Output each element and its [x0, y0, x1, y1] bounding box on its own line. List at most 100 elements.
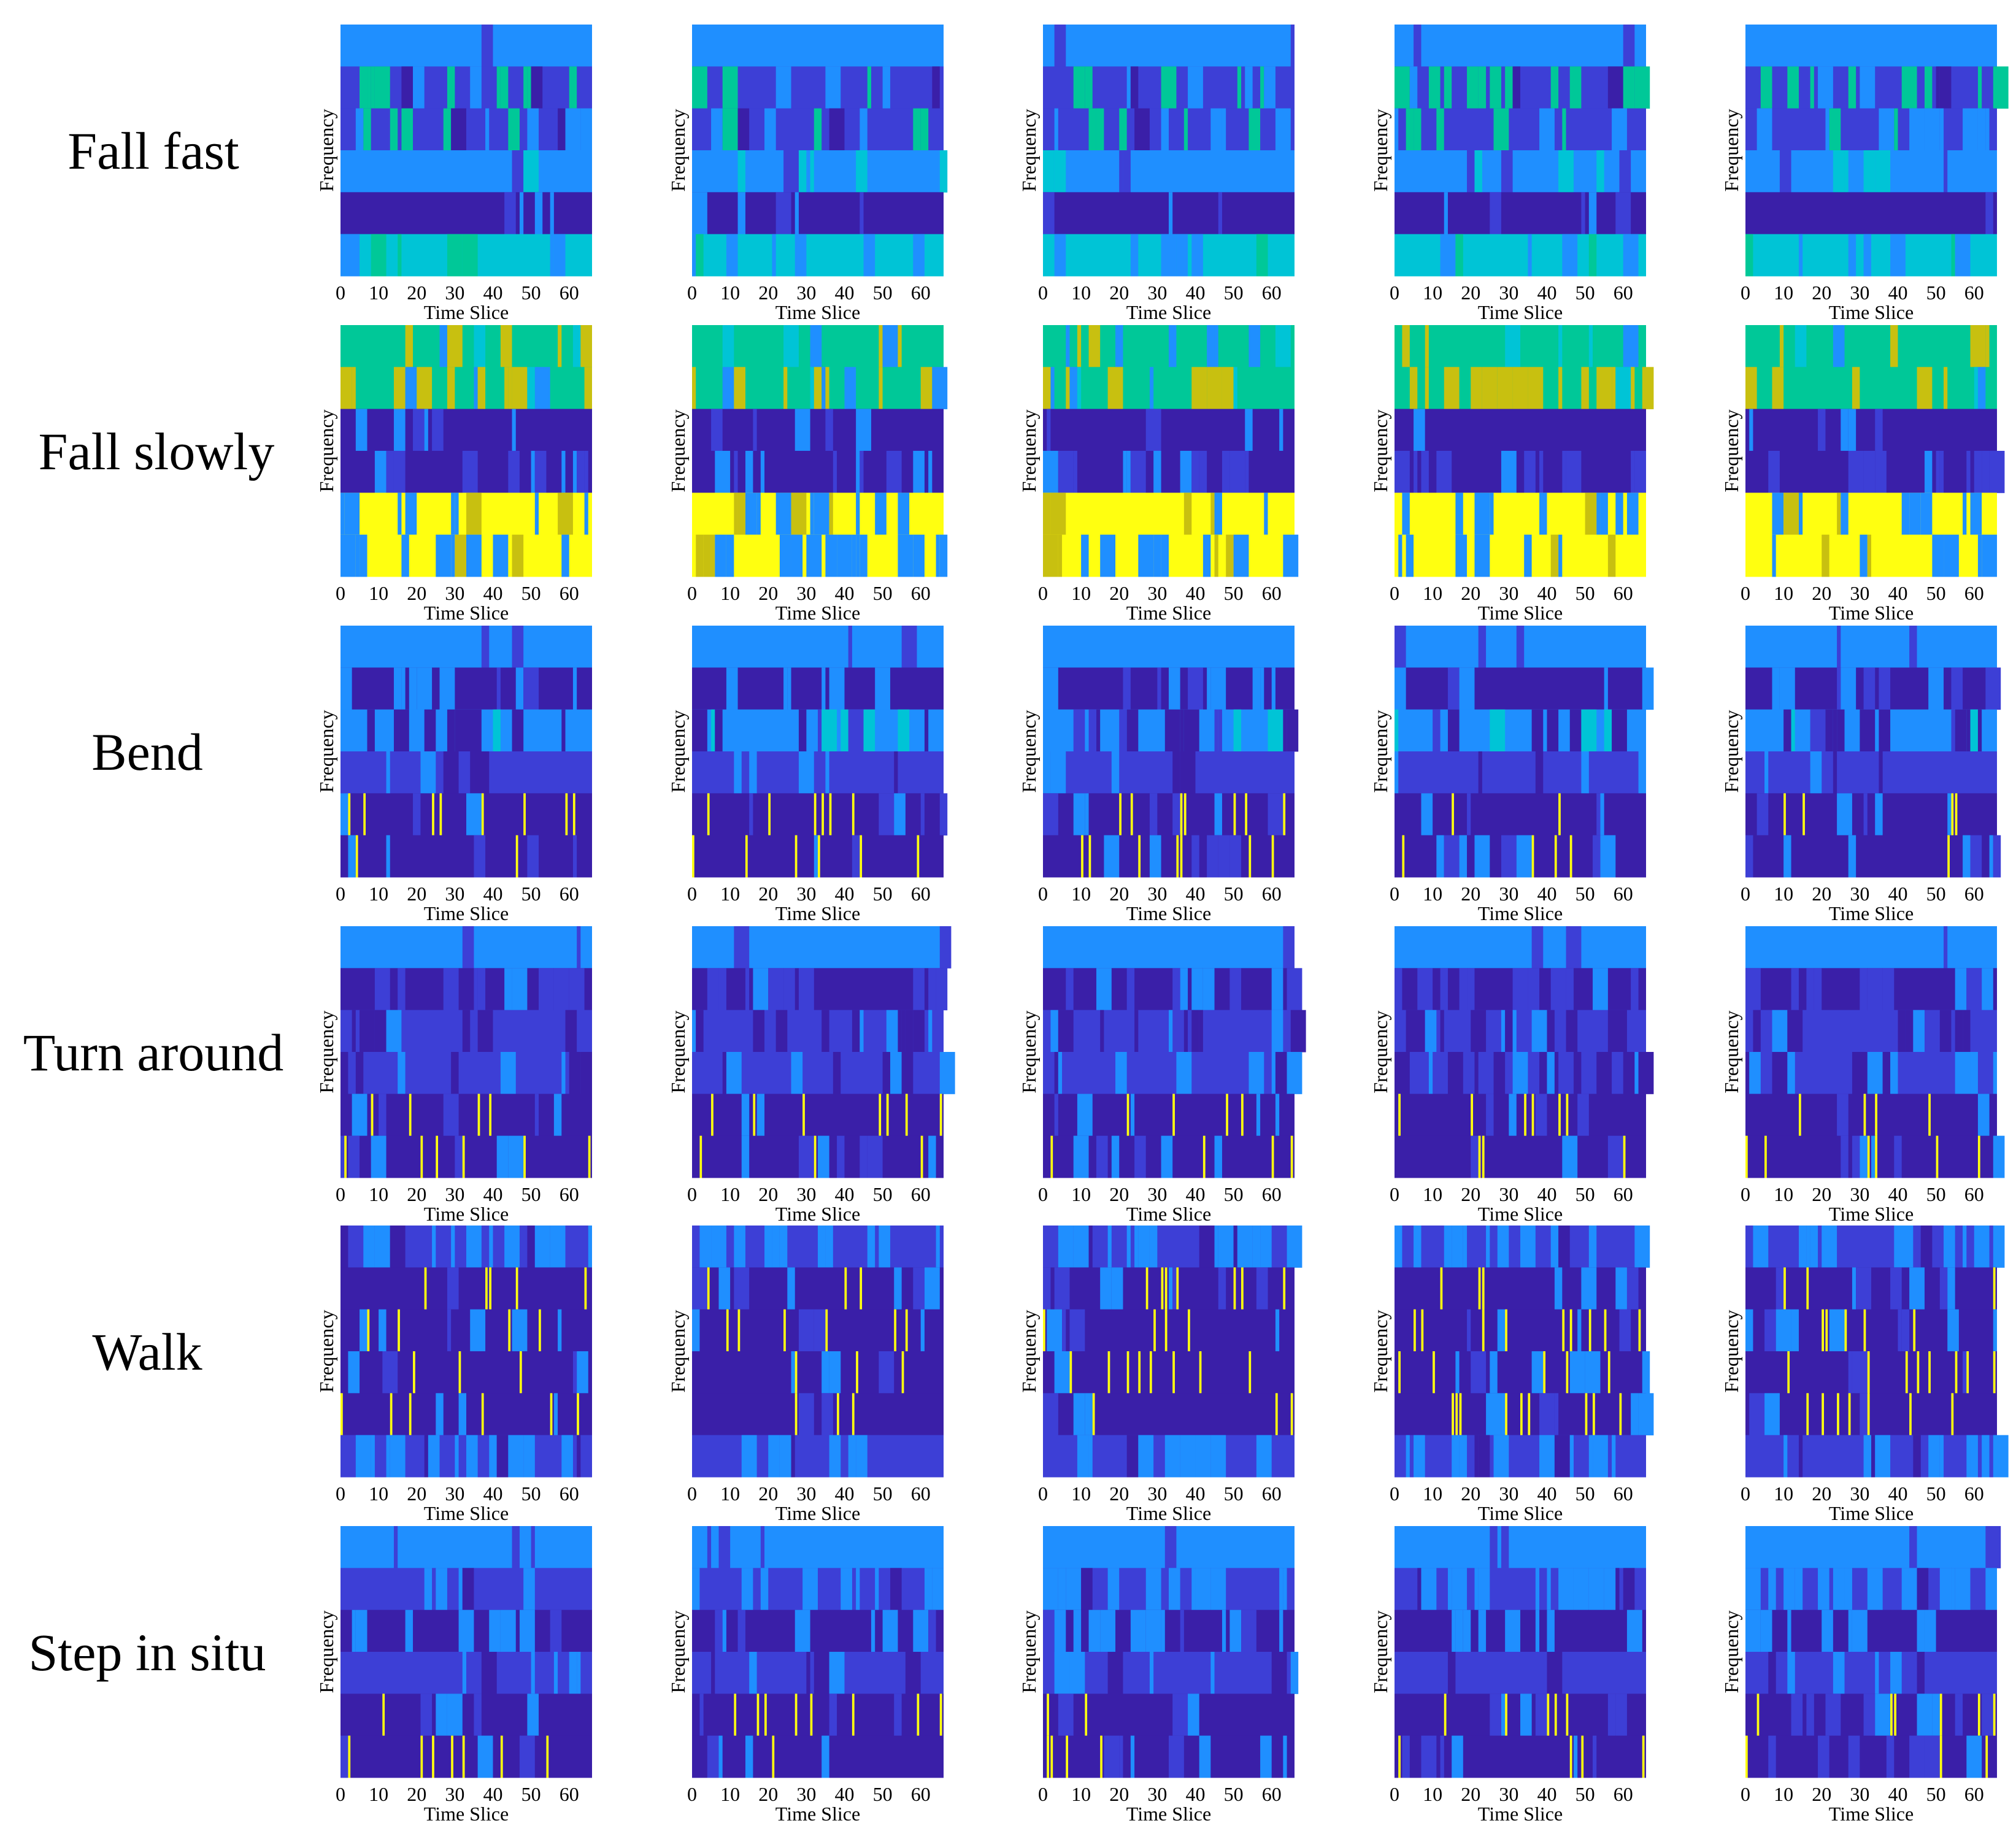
time-slice-cell [1955, 1351, 1958, 1394]
time-slice-cell [1275, 1052, 1287, 1094]
time-slice-cell [928, 968, 936, 1011]
time-slice-cell [1290, 1135, 1293, 1178]
time-slice-cell [1207, 835, 1218, 878]
x-tick-label: 40 [483, 1783, 502, 1805]
time-slice-cell [1753, 1226, 1769, 1268]
frequency-band [1395, 234, 1646, 277]
frequency-band [340, 192, 592, 235]
time-slice-cell [1977, 367, 1986, 410]
time-slice-cell [1810, 66, 1814, 109]
time-slice-cell [1848, 1393, 1851, 1436]
x-tick-label: 0 [687, 282, 697, 304]
time-slice-cell [1607, 1694, 1616, 1736]
time-slice-cell [371, 1135, 387, 1178]
x-tick-label: 10 [369, 1483, 388, 1505]
time-slice-cell [898, 709, 910, 752]
time-slice-cell [1898, 1309, 1902, 1352]
time-slice-cell [936, 534, 940, 577]
time-slice-cell [1977, 534, 1982, 577]
frequency-band [1745, 751, 1997, 794]
time-slice-cell [393, 667, 402, 710]
time-slice-cell [1409, 367, 1418, 410]
time-slice-cell [1604, 667, 1608, 710]
time-slice-cell [1860, 968, 1868, 1011]
x-tick-label: 50 [1224, 883, 1244, 905]
time-slice-cell [1161, 1135, 1173, 1178]
time-slice-cell [1569, 1735, 1572, 1778]
time-slice-cell [1588, 234, 1593, 277]
time-slice-cell [882, 66, 891, 109]
time-slice-cell [462, 234, 466, 277]
x-tick-label: 50 [873, 582, 893, 604]
time-slice-cell [458, 1393, 466, 1436]
time-slice-cell [825, 751, 829, 794]
frequency-band [1745, 835, 1997, 878]
time-slice-cell [1615, 367, 1631, 410]
x-tick-label: 10 [369, 883, 388, 905]
x-tick-label: 20 [1812, 1783, 1831, 1805]
time-slice-cell [1791, 1694, 1803, 1736]
x-tick-label: 10 [1423, 1483, 1442, 1505]
x-tick-label: 40 [1537, 1783, 1556, 1805]
time-slice-cell [1119, 793, 1121, 836]
time-slice-cell [519, 1609, 535, 1652]
time-slice-cell [848, 709, 864, 752]
time-slice-cell [1588, 1309, 1591, 1352]
time-slice-cell [1516, 626, 1525, 668]
time-slice-cell [1993, 1135, 2005, 1178]
x-axis-label: Time Slice [1829, 602, 1914, 624]
time-slice-cell [841, 709, 848, 752]
time-slice-cell [1875, 1694, 1891, 1736]
time-slice-cell [1233, 367, 1237, 410]
y-axis-label: Frequency [1018, 109, 1040, 191]
time-slice-cell [1539, 1435, 1555, 1478]
time-slice-cell [588, 1226, 592, 1268]
time-slice-cell [1867, 1052, 1883, 1094]
frequency-band [1395, 108, 1646, 151]
x-axis-label: Time Slice [775, 602, 860, 624]
time-slice-cell [1756, 793, 1769, 836]
time-slice-cell [550, 1609, 562, 1652]
time-slice-cell [374, 1010, 387, 1053]
frequency-band [692, 1393, 944, 1436]
time-slice-cell [569, 66, 577, 109]
time-slice-cell [1860, 534, 1868, 577]
time-slice-cell [1222, 367, 1234, 410]
frequency-band [340, 1351, 592, 1394]
time-slice-cell [1471, 367, 1482, 410]
time-slice-cell [1088, 108, 1096, 151]
time-slice-cell [352, 1609, 356, 1652]
time-slice-cell [1970, 493, 1982, 535]
time-slice-cell [1772, 534, 1776, 577]
time-slice-cell [852, 1694, 855, 1736]
time-slice-cell [500, 1735, 503, 1778]
time-slice-cell [489, 1609, 501, 1652]
time-slice-cell [1130, 451, 1146, 493]
time-slice-cell [1126, 709, 1139, 752]
time-slice-cell [550, 234, 554, 277]
time-slice-cell [390, 1393, 393, 1436]
time-slice-cell [737, 1309, 741, 1352]
time-slice-cell [340, 534, 356, 577]
time-slice-cell [1149, 835, 1161, 878]
time-slice-cell [352, 367, 356, 410]
time-slice-cell [1279, 409, 1283, 451]
time-slice-cell [894, 1309, 896, 1352]
time-slice-cell [753, 1094, 756, 1137]
time-slice-cell [340, 1226, 348, 1268]
x-axis-label: Time Slice [1478, 902, 1563, 924]
x-tick-label: 60 [1614, 1183, 1633, 1205]
time-slice-cell [474, 325, 486, 367]
time-slice-cell [534, 367, 550, 410]
time-slice-cell [398, 1052, 406, 1094]
time-slice-cell [577, 1393, 579, 1436]
time-slice-cell [707, 1526, 712, 1568]
time-slice-cell [898, 534, 914, 577]
time-slice-cell [1825, 108, 1829, 151]
time-slice-cell [749, 1652, 757, 1694]
time-slice-cell [1414, 25, 1422, 67]
time-slice-cell [1768, 1652, 1776, 1694]
time-slice-cell [791, 493, 807, 535]
x-tick-label: 50 [1575, 582, 1595, 604]
time-slice-cell [1596, 493, 1601, 535]
